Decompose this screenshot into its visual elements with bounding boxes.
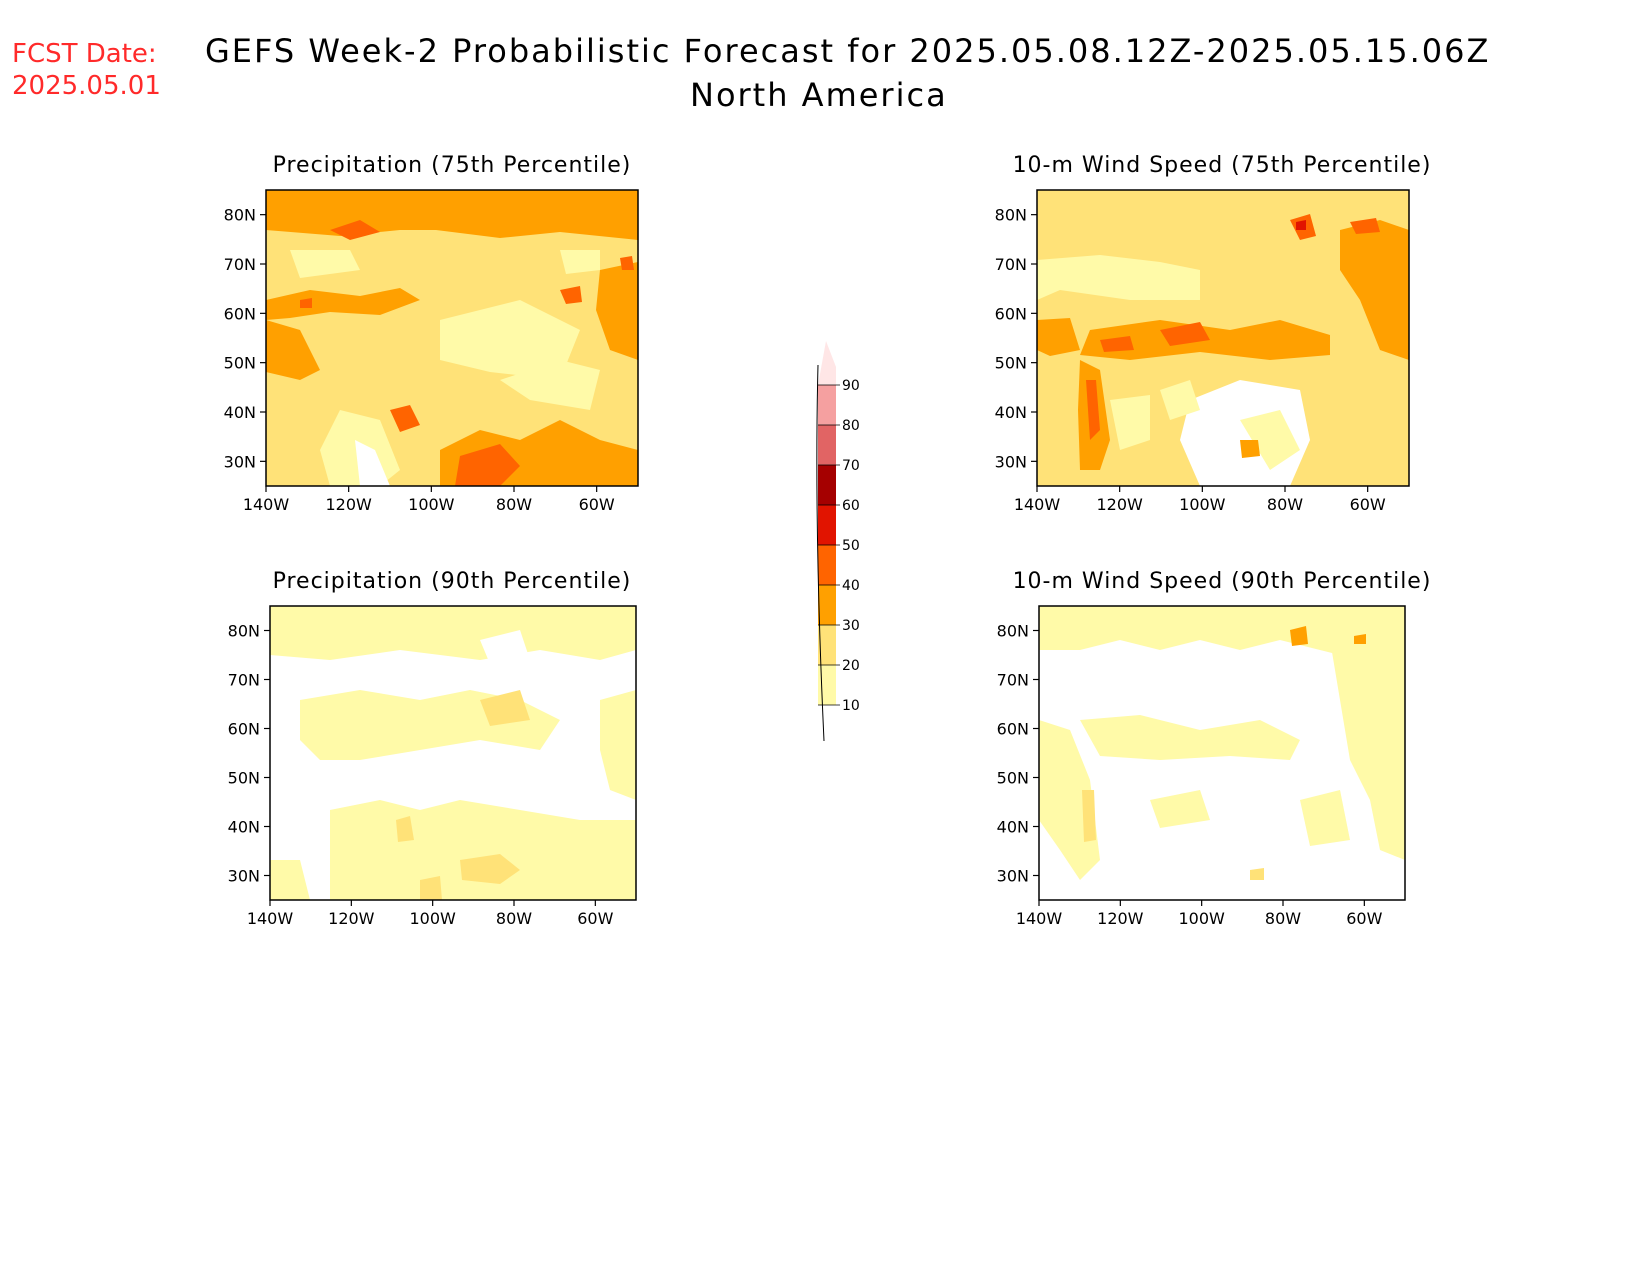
lon-label-precip-75: 140W bbox=[243, 495, 290, 514]
lon-label-precip-75: 120W bbox=[325, 495, 372, 514]
colorbar-segment bbox=[818, 585, 836, 625]
lon-label-precip-90: 120W bbox=[328, 909, 375, 928]
lon-label-precip-75: 80W bbox=[496, 495, 532, 514]
lon-label-wind-75: 140W bbox=[1014, 495, 1061, 514]
lat-label-wind-75: 70N bbox=[995, 255, 1027, 274]
lat-label-wind-75: 40N bbox=[995, 403, 1027, 422]
panel-title-precip-75: Precipitation (75th Percentile) bbox=[273, 153, 632, 178]
panel-title-precip-90: Precipitation (90th Percentile) bbox=[273, 569, 632, 594]
lat-label-wind-90: 60N bbox=[997, 720, 1029, 739]
map-axes: 140W 120W 100W 80W 60W 80N 70N 60N 50N 40N 30N 140W… bbox=[224, 206, 1386, 928]
colorbar-label: 40 bbox=[842, 578, 860, 594]
map-frame-wind-75 bbox=[1036, 189, 1410, 487]
lat-label-precip-75: 70N bbox=[224, 255, 256, 274]
lon-label-precip-90: 100W bbox=[409, 909, 456, 928]
map-panel-precip-90 bbox=[270, 606, 636, 900]
colorbar-label: 60 bbox=[842, 498, 860, 514]
lon-label-precip-90: 60W bbox=[577, 909, 613, 928]
lat-label-wind-75: 80N bbox=[995, 206, 1027, 225]
lon-label-wind-90: 60W bbox=[1346, 909, 1382, 928]
lon-label-precip-75: 60W bbox=[579, 495, 615, 514]
lon-label-precip-75: 100W bbox=[408, 495, 455, 514]
lat-label-precip-90: 50N bbox=[228, 769, 260, 788]
colorbar-segment bbox=[818, 465, 836, 505]
map-panel-wind-75 bbox=[1037, 190, 1409, 486]
lat-label-precip-90: 60N bbox=[228, 720, 260, 739]
lon-label-wind-75: 120W bbox=[1096, 495, 1143, 514]
lat-label-wind-75: 50N bbox=[995, 354, 1027, 373]
colorbar-outline bbox=[816, 364, 825, 742]
lat-label-precip-90: 70N bbox=[228, 671, 260, 690]
lat-label-precip-90: 40N bbox=[228, 818, 260, 837]
map-frame-precip-90 bbox=[269, 605, 637, 901]
fcst-label: FCST Date: bbox=[12, 39, 157, 69]
map-frame-precip-75 bbox=[265, 189, 639, 487]
lon-label-wind-75: 80W bbox=[1267, 495, 1303, 514]
lon-label-wind-90: 120W bbox=[1097, 909, 1144, 928]
lat-label-wind-90: 50N bbox=[997, 769, 1029, 788]
lat-label-wind-75: 30N bbox=[995, 452, 1027, 471]
colorbar-segment bbox=[818, 385, 836, 425]
colorbar: 10 20 30 40 50 60 70 80 90 bbox=[816, 341, 860, 742]
colorbar-label: 10 bbox=[842, 698, 860, 714]
colorbar-label: 30 bbox=[842, 618, 860, 634]
map-panel-precip-75 bbox=[266, 190, 638, 486]
fcst-date: 2025.05.01 bbox=[12, 71, 161, 101]
lat-label-precip-75: 80N bbox=[224, 206, 256, 225]
lat-label-wind-90: 40N bbox=[997, 818, 1029, 837]
lon-label-wind-90: 100W bbox=[1178, 909, 1225, 928]
lat-label-wind-90: 70N bbox=[997, 671, 1029, 690]
colorbar-segment bbox=[818, 341, 836, 385]
colorbar-label: 20 bbox=[842, 658, 860, 674]
main-title: GEFS Week-2 Probabilistic Forecast for 2… bbox=[205, 32, 1491, 70]
lon-label-precip-90: 80W bbox=[496, 909, 532, 928]
colorbar-label: 70 bbox=[842, 458, 860, 474]
lat-label-precip-75: 50N bbox=[224, 354, 256, 373]
colorbar-segment bbox=[818, 545, 836, 585]
lat-label-wind-90: 30N bbox=[997, 867, 1029, 886]
lon-label-wind-75: 100W bbox=[1179, 495, 1226, 514]
lat-label-wind-90: 80N bbox=[997, 622, 1029, 641]
lat-label-precip-90: 30N bbox=[228, 867, 260, 886]
panel-title-wind-90: 10-m Wind Speed (90th Percentile) bbox=[1013, 569, 1432, 594]
colorbar-label: 90 bbox=[842, 378, 860, 394]
lat-label-precip-75: 40N bbox=[224, 403, 256, 422]
lon-label-wind-90: 80W bbox=[1265, 909, 1301, 928]
lat-label-precip-90: 80N bbox=[228, 622, 260, 641]
panel-title-wind-75: 10-m Wind Speed (75th Percentile) bbox=[1013, 153, 1432, 178]
lat-label-precip-75: 30N bbox=[224, 452, 256, 471]
lon-label-wind-75: 60W bbox=[1350, 495, 1386, 514]
colorbar-segment bbox=[818, 625, 836, 665]
colorbar-label: 80 bbox=[842, 418, 860, 434]
region-subtitle: North America bbox=[690, 76, 948, 114]
map-frame-wind-90 bbox=[1038, 605, 1406, 901]
lat-label-wind-75: 60N bbox=[995, 304, 1027, 323]
colorbar-segment bbox=[818, 425, 836, 465]
colorbar-label: 50 bbox=[842, 538, 860, 554]
map-panel-wind-90 bbox=[1039, 606, 1405, 900]
lat-label-precip-75: 60N bbox=[224, 304, 256, 323]
lon-label-precip-90: 140W bbox=[247, 909, 294, 928]
lon-label-wind-90: 140W bbox=[1016, 909, 1063, 928]
forecast-date-label: FCST Date: 2025.05.01 bbox=[12, 38, 161, 102]
colorbar-segment bbox=[818, 505, 836, 545]
